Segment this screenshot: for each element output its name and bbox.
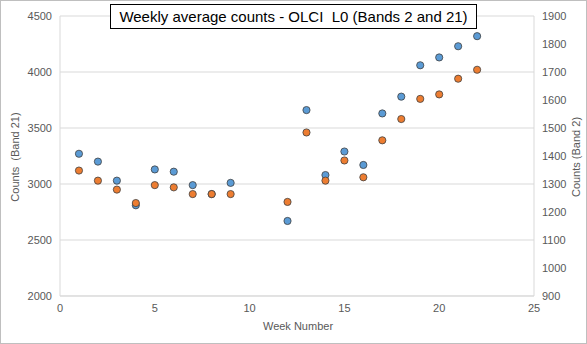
svg-text:3000: 3000 <box>28 178 52 190</box>
svg-text:1300: 1300 <box>542 178 566 190</box>
svg-text:1000: 1000 <box>542 262 566 274</box>
svg-text:20: 20 <box>433 302 445 314</box>
svg-text:900: 900 <box>542 290 560 302</box>
svg-text:1900: 1900 <box>542 10 566 22</box>
svg-text:1800: 1800 <box>542 38 566 50</box>
svg-text:25: 25 <box>528 302 540 314</box>
svg-text:1600: 1600 <box>542 94 566 106</box>
svg-text:1200: 1200 <box>542 206 566 218</box>
svg-text:10: 10 <box>243 302 255 314</box>
html-text:Weekly average counts - OLCI L: Weekly average counts - OLCI L0 (Bands 2… <box>119 8 468 25</box>
svg-text:15: 15 <box>338 302 350 314</box>
html-text:Counts (Band 21): Counts (Band 21) <box>9 112 21 202</box>
svg-text:0: 0 <box>57 302 63 314</box>
svg-text:1700: 1700 <box>542 66 566 78</box>
svg-text:3500: 3500 <box>28 122 52 134</box>
html-text:Counts (Band 2): Counts (Band 2) <box>570 116 582 198</box>
svg-text:2000: 2000 <box>28 290 52 302</box>
svg-text:1500: 1500 <box>542 122 566 134</box>
html-text:Week Number: Week Number <box>262 320 334 332</box>
svg-text:4000: 4000 <box>28 66 52 78</box>
svg-text:1400: 1400 <box>542 150 566 162</box>
svg-text:1100: 1100 <box>542 234 566 246</box>
svg-text:4500: 4500 <box>28 10 52 22</box>
svg-text:2500: 2500 <box>28 234 52 246</box>
svg-text:5: 5 <box>152 302 158 314</box>
